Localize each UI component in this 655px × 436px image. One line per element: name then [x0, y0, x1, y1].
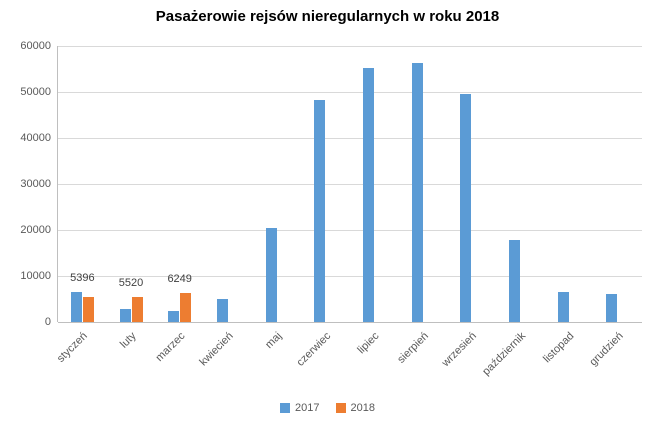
- gridline: [58, 46, 642, 47]
- x-label-cell: październik: [480, 326, 544, 400]
- gridline: [58, 322, 642, 323]
- x-axis-label: grudzień: [586, 330, 626, 369]
- bar-group-sierpień: [399, 46, 448, 322]
- bar-group-kwiecień: [204, 46, 253, 322]
- bar-2017-październik: [508, 240, 520, 322]
- bar-2018-styczeń: [82, 297, 94, 322]
- y-axis-tick-label: 40000: [20, 132, 51, 144]
- bar-2017-styczeń: [70, 292, 82, 322]
- bar-2017-czerwiec: [314, 99, 326, 322]
- x-axis-label: listopad: [541, 330, 577, 366]
- x-label-cell: grudzień: [587, 326, 641, 400]
- bar-2017-kwiecień: [216, 299, 228, 322]
- bar-group-styczeń: 5396: [58, 46, 107, 322]
- x-axis-label: wrzesień: [440, 330, 480, 370]
- bar-2018-luty: [131, 296, 143, 322]
- data-label: 5520: [118, 276, 144, 289]
- bar-2017-sierpień: [411, 63, 423, 322]
- bar-2018-marzec: [180, 293, 192, 322]
- x-axis-label: luty: [117, 330, 139, 351]
- y-axis-tick-label: 60000: [20, 40, 51, 52]
- data-label: 6249: [167, 273, 192, 286]
- x-axis-labels: styczeń luty marzec kwiecień maj czerwiec lipi…: [54, 326, 641, 400]
- bar-group-czerwiec: [301, 46, 350, 322]
- bar-group-listopad: [545, 46, 594, 322]
- bar-2017-lipiec: [362, 67, 374, 322]
- bar-2017-wrzesień: [460, 93, 472, 322]
- bar-2017-luty: [119, 309, 131, 322]
- y-axis-tick-label: 20000: [20, 224, 51, 236]
- bar-group-wrzesień: [447, 46, 496, 322]
- legend-label: 2018: [350, 402, 375, 414]
- x-label-cell: lipiec: [349, 326, 398, 400]
- gridline: [58, 276, 642, 277]
- gridline: [58, 230, 642, 231]
- x-label-cell: czerwiec: [294, 326, 349, 400]
- legend-item-2018: 2018: [335, 402, 375, 414]
- gridline: [58, 184, 642, 185]
- x-axis-label: sierpień: [394, 330, 431, 366]
- plot-area: 0 10000 20000 30000 40000 50000 60000 5396 5520 6…: [20, 40, 642, 328]
- x-axis-label: marzec: [153, 330, 188, 364]
- x-label-cell: sierpień: [394, 326, 447, 400]
- bar-group-lipiec: [350, 46, 399, 322]
- legend-item-2017: 2017: [280, 402, 320, 414]
- bar-group-maj: [253, 46, 302, 322]
- x-axis-label: kwiecień: [197, 330, 236, 369]
- y-axis-tick-label: 30000: [20, 178, 51, 190]
- x-label-cell: maj: [252, 326, 301, 400]
- legend-swatch: [335, 403, 346, 413]
- y-axis-tick-label: 50000: [20, 86, 51, 98]
- x-axis-label: styczeń: [54, 330, 90, 365]
- gridline: [58, 92, 642, 93]
- bar-2017-maj: [265, 227, 277, 322]
- bar-group-grudzień: [593, 46, 642, 322]
- bar-group-marzec: 6249: [155, 46, 204, 322]
- gridline: [58, 138, 642, 139]
- bar-group-luty: 5520: [107, 46, 156, 322]
- x-axis-label: maj: [263, 330, 285, 352]
- legend-swatch: [280, 403, 291, 413]
- x-label-cell: marzec: [153, 326, 203, 400]
- legend: 2017 2018: [0, 402, 655, 414]
- x-label-cell: listopad: [541, 326, 593, 400]
- x-axis-label: czerwiec: [294, 330, 334, 369]
- bar-2017-grudzień: [606, 294, 618, 322]
- bar-groups: 5396 5520 6249: [58, 46, 642, 322]
- bar-2017-listopad: [557, 292, 569, 322]
- legend-label: 2017: [295, 402, 320, 414]
- x-label-cell: luty: [106, 326, 155, 400]
- x-label-cell: styczeń: [54, 326, 106, 400]
- x-axis-label: lipiec: [355, 330, 382, 357]
- chart-title: Pasażerowie rejsów nieregularnych w roku…: [155, 8, 500, 25]
- x-label-cell: kwiecień: [198, 326, 252, 400]
- y-axis-tick-label: 0: [44, 316, 51, 328]
- y-axis-tick-label: 10000: [20, 270, 51, 282]
- bar-group-październik: [496, 46, 545, 322]
- data-label: 5396: [70, 272, 95, 285]
- bar-2017-marzec: [168, 310, 180, 322]
